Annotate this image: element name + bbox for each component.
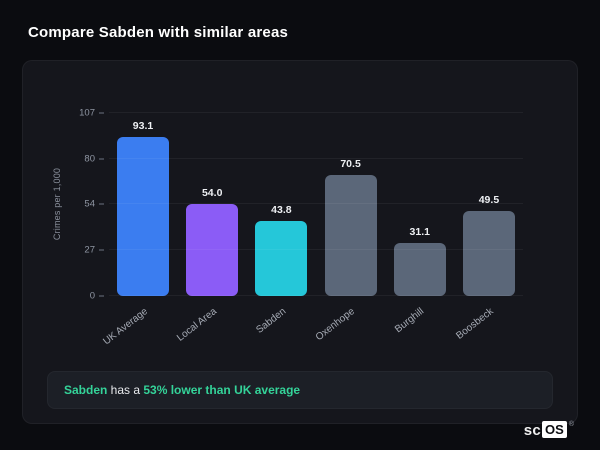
bar-value-label: 49.5 (478, 194, 500, 207)
bar-value-label: 70.5 (340, 158, 361, 171)
bar-value-label: 54.0 (201, 186, 223, 199)
y-tick-value: 27 (84, 244, 95, 256)
x-axis-label: Oxenhope (314, 306, 358, 344)
bar-value-label: 31.1 (409, 225, 430, 238)
x-axis-label: Local Area (174, 306, 219, 344)
gridline (109, 248, 523, 250)
y-tick-mark-icon (99, 203, 104, 205)
bar-chart: Crimes per 1,000 93.1 UK Average 54.0 Local… (47, 91, 553, 349)
y-tick-value: 80 (84, 153, 95, 165)
registered-mark-icon: ® (568, 421, 574, 428)
bar-uk-average[interactable] (117, 136, 169, 296)
y-tick-value: 54 (84, 198, 95, 210)
bar-column: 93.1 UK Average (101, 113, 169, 347)
logo-text-prefix: sc (523, 422, 542, 439)
bars: 93.1 UK Average 54.0 Local Area 43.8 Sabden 70… (101, 113, 523, 347)
bar-value-label: 93.1 (132, 119, 154, 132)
bar-local-area[interactable] (186, 203, 239, 296)
gridline (109, 295, 523, 296)
gridline (109, 158, 523, 160)
bar-sabden[interactable] (255, 221, 308, 296)
y-tick-mark-icon (99, 112, 104, 114)
y-tick-label: 54 (84, 198, 109, 209)
x-axis-label: Burghill (393, 306, 427, 336)
y-axis-title: Crimes per 1,000 (52, 167, 62, 241)
x-axis-label: Boosbeck (454, 306, 496, 342)
bar-value-label: 43.8 (271, 204, 292, 217)
y-tick-mark-icon (99, 249, 104, 251)
page-title: Compare Sabden with similar areas (28, 24, 289, 41)
bar-column: 54.0 Local Area (175, 113, 239, 344)
bar-burghill[interactable] (393, 242, 446, 296)
y-tick-value: 107 (79, 107, 95, 119)
y-tick-mark-icon (99, 295, 104, 297)
y-tick-label: 107 (79, 108, 109, 119)
chart-card: Crimes per 1,000 93.1 UK Average 54.0 Local… (22, 60, 578, 424)
note-highlight-text: 53% lower than UK average (143, 383, 301, 397)
y-tick-label: 27 (84, 244, 109, 255)
y-tick-mark-icon (99, 158, 104, 160)
y-tick-label: 80 (84, 154, 109, 165)
y-tick-value: 0 (89, 290, 95, 302)
bar-column: 43.8 Sabden (254, 113, 308, 336)
y-tick-label: 0 (90, 291, 109, 302)
x-axis-label: UK Average (101, 306, 150, 348)
note-area-name: Sabden (64, 383, 108, 397)
bar-column: 70.5 Oxenhope (314, 113, 377, 343)
plot-area: 93.1 UK Average 54.0 Local Area 43.8 Sabden 70… (79, 108, 523, 347)
x-axis-label: Sabden (254, 306, 289, 336)
note-middle-text: has a (107, 383, 144, 397)
bar-column: 49.5 Boosbeck (454, 113, 515, 342)
gridline (109, 112, 523, 113)
bar-boosbeck[interactable] (462, 211, 515, 296)
scos-logo: sc OS ® (524, 421, 574, 440)
logo-text-boxed: OS (542, 421, 567, 438)
bar-column: 31.1 Burghill (393, 113, 446, 335)
comparison-note: Sabden has a 53% lower than UK average (47, 371, 553, 409)
bar-oxenhope[interactable] (324, 175, 377, 296)
gridline (109, 202, 523, 204)
